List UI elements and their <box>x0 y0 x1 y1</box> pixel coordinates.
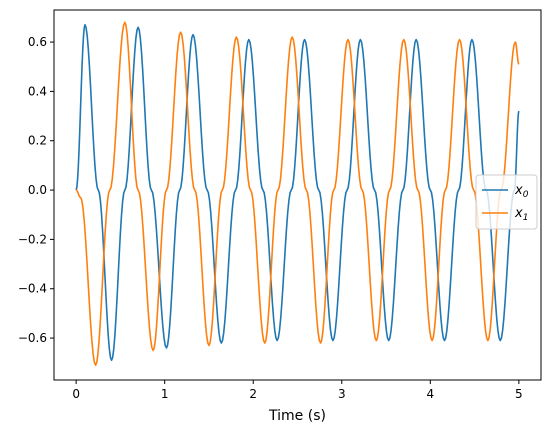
y-tick-label: 0.4 <box>28 84 47 98</box>
legend-label: x0 <box>514 183 529 200</box>
x-tick-label: 2 <box>249 387 257 401</box>
y-tick-label: −0.4 <box>18 282 47 296</box>
series-layer <box>75 21 520 366</box>
x-tick-label: 0 <box>72 387 80 401</box>
y-tick-label: −0.2 <box>18 232 47 246</box>
x-tick-label: 1 <box>161 387 169 401</box>
y-tick-label: 0.6 <box>28 35 47 49</box>
legend-label: x1 <box>514 206 528 223</box>
series-line-x0 <box>75 24 520 362</box>
x-tick-label: 4 <box>426 387 434 401</box>
x-tick-label: 3 <box>338 387 346 401</box>
x-axis-label: Time (s) <box>268 408 326 424</box>
y-tick-label: −0.6 <box>18 331 47 345</box>
ticks-layer: 0 1 2 3 4 5 −0.6 −0.4 −0.2 0.0 0.2 0.4 0.6 <box>18 35 523 401</box>
axes-frame <box>53 9 542 381</box>
series-line-x1 <box>75 21 520 366</box>
x-tick-label: 5 <box>515 387 523 401</box>
legend-box <box>475 174 538 230</box>
y-tick-label: 0.0 <box>28 183 47 197</box>
y-tick-label: 0.2 <box>28 134 47 148</box>
